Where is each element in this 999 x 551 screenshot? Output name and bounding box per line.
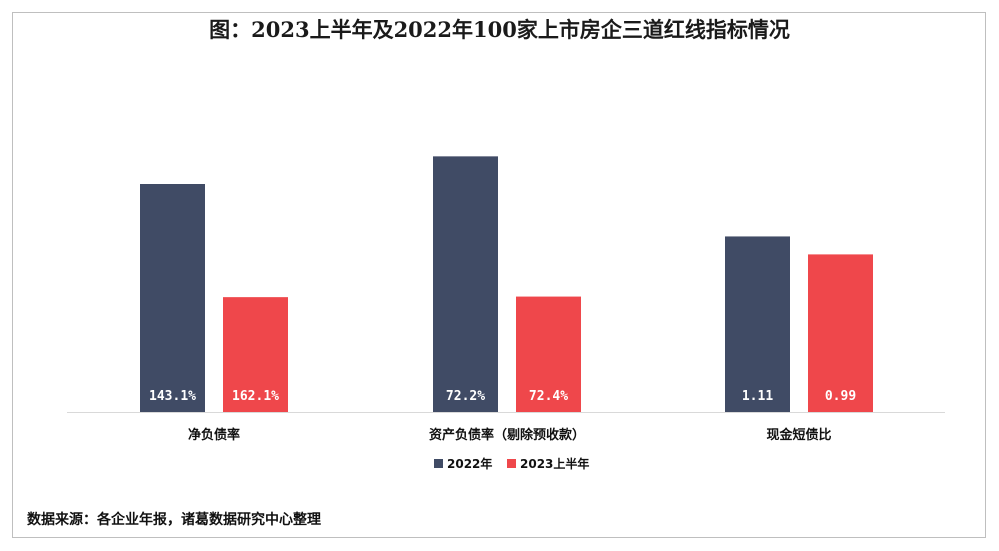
x-tick-label: 资产负债率（剔除预收款） — [429, 427, 585, 443]
bar-2023h1-0 — [223, 297, 288, 412]
legend-label-2023h1: 2023上半年 — [520, 456, 589, 471]
chart-title: 图：2023上半年及2022年100家上市房企三道红线指标情况 — [209, 17, 790, 42]
bar-data-label: 72.2% — [446, 389, 485, 404]
bar-data-label: 162.1% — [232, 389, 279, 404]
bar-2023h1-1 — [516, 296, 581, 412]
bar-data-label: 143.1% — [149, 389, 196, 404]
bar-2022-2 — [725, 236, 790, 412]
legend-swatch-2023h1 — [507, 459, 516, 468]
bar-data-label: 1.11 — [742, 389, 773, 404]
bar-data-label: 0.99 — [825, 389, 856, 404]
legend-swatch-2022 — [434, 459, 443, 468]
x-tick-label: 现金短债比 — [766, 427, 831, 443]
bar-2022-0 — [140, 184, 205, 412]
bar-2022-1 — [433, 156, 498, 412]
bar-data-label: 72.4% — [529, 389, 568, 404]
legend-label-2022: 2022年 — [447, 456, 492, 471]
data-source-note: 数据来源：各企业年报，诸葛数据研究中心整理 — [27, 512, 321, 528]
x-tick-label: 净负债率 — [188, 427, 240, 443]
bar-2023h1-2 — [808, 254, 873, 412]
